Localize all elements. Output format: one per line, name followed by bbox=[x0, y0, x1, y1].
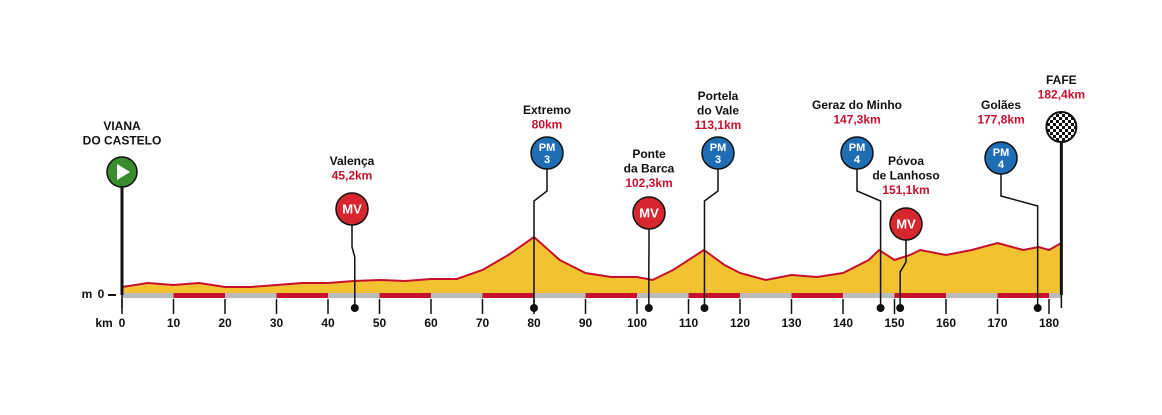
waypoint-name: Ponte bbox=[632, 147, 666, 161]
x-tick-label: 40 bbox=[321, 316, 335, 330]
leader-line bbox=[856, 169, 882, 308]
waypoint-name: de Lanhoso bbox=[872, 169, 939, 183]
badge-category: 3 bbox=[544, 154, 550, 166]
waypoint-name: do Vale bbox=[697, 104, 739, 118]
baseline-stripe bbox=[688, 293, 740, 298]
waypoint-badge bbox=[632, 196, 666, 230]
badge-type: PM bbox=[539, 142, 556, 154]
x-tick-label: 90 bbox=[579, 316, 593, 330]
waypoint-badge bbox=[840, 136, 874, 170]
x-tick-label: 10 bbox=[167, 316, 181, 330]
x-axis-label: km bbox=[95, 316, 112, 330]
badge-type: PM bbox=[849, 142, 866, 154]
x-tick-label: 50 bbox=[373, 316, 387, 330]
waypoint-badge bbox=[701, 136, 735, 170]
baseline-stripe bbox=[997, 293, 1049, 298]
start-arrow bbox=[117, 164, 130, 180]
badge-type: PM bbox=[710, 142, 727, 154]
badge-category: 4 bbox=[998, 159, 1005, 171]
x-tick-label: 80 bbox=[527, 316, 541, 330]
baseline-stripe bbox=[894, 293, 946, 298]
baseline-stripe bbox=[482, 293, 534, 298]
waypoint-dot bbox=[1033, 304, 1042, 312]
leader-line bbox=[351, 225, 356, 308]
waypoint-km: 113,1km bbox=[695, 118, 742, 132]
waypoint-name: DO CASTELO bbox=[83, 134, 162, 148]
waypoint-badge bbox=[889, 207, 923, 241]
baseline-stripe bbox=[791, 293, 843, 298]
x-tick-label: 100 bbox=[627, 316, 647, 330]
leader-line bbox=[533, 169, 548, 308]
x-tick-label: 180 bbox=[1039, 316, 1059, 330]
baseline-stripe bbox=[585, 293, 637, 298]
leader-line bbox=[899, 240, 907, 308]
waypoint-km: 102,3km bbox=[625, 176, 672, 190]
waypoint-km: 80km bbox=[532, 118, 563, 132]
x-tick-label: 110 bbox=[679, 316, 699, 330]
waypoint-name: Geraz do Minho bbox=[812, 98, 902, 112]
x-tick-label: 150 bbox=[884, 316, 904, 330]
x-tick-label: 30 bbox=[270, 316, 284, 330]
x-tick-label: 140 bbox=[833, 316, 853, 330]
waypoint-badge bbox=[335, 192, 369, 226]
x-tick-label: 20 bbox=[218, 316, 232, 330]
badge-type: PM bbox=[993, 147, 1010, 159]
badge-type: MV bbox=[342, 201, 362, 216]
baseline-stripe bbox=[379, 293, 431, 298]
x-tick-label: 70 bbox=[476, 316, 490, 330]
waypoint-name: Valença bbox=[330, 154, 375, 168]
waypoint-name: Golães bbox=[981, 98, 1021, 112]
y-tick-label: 0 bbox=[98, 287, 105, 301]
waypoint-km: 182,4km bbox=[1038, 88, 1085, 102]
waypoint-dot bbox=[530, 304, 538, 312]
x-tick-label: 160 bbox=[936, 316, 956, 330]
waypoint-dot bbox=[700, 304, 709, 312]
leader-line bbox=[1000, 174, 1039, 308]
waypoint-name: Portela bbox=[698, 89, 739, 103]
waypoint-km: 147,3km bbox=[833, 113, 880, 127]
x-tick-label: 120 bbox=[730, 316, 750, 330]
waypoint-name: da Barca bbox=[624, 162, 675, 176]
waypoint-badge bbox=[984, 141, 1018, 175]
waypoint-km: 151,1km bbox=[882, 183, 929, 197]
badge-category: 3 bbox=[715, 154, 721, 166]
x-tick-label: 60 bbox=[424, 316, 438, 330]
y-axis-label: m bbox=[82, 287, 93, 301]
waypoint-badge bbox=[530, 136, 564, 170]
profile-area bbox=[122, 237, 1062, 295]
waypoint-name: Póvoa bbox=[888, 154, 924, 168]
finish-badge bbox=[1045, 111, 1078, 143]
waypoint-dot bbox=[876, 304, 885, 312]
leader-line bbox=[703, 169, 719, 308]
waypoint-dot bbox=[644, 304, 653, 312]
baseline-stripe bbox=[173, 293, 225, 298]
badge-type: MV bbox=[639, 205, 659, 220]
waypoint-name: Extremo bbox=[523, 103, 571, 117]
waypoint-km: 45,2km bbox=[332, 169, 373, 183]
badge-type: MV bbox=[896, 216, 916, 231]
x-tick-label: 0 bbox=[119, 316, 126, 330]
waypoint-km: 177,8km bbox=[977, 113, 1024, 127]
waypoint-name: FAFE bbox=[1046, 73, 1077, 87]
waypoint-dot bbox=[896, 304, 905, 312]
badge-category: 4 bbox=[854, 154, 861, 166]
waypoint-dot bbox=[350, 304, 359, 312]
baseline-stripe bbox=[276, 293, 328, 298]
waypoint-name: VIANA bbox=[103, 119, 141, 133]
profile-line bbox=[121, 235, 1062, 288]
x-tick-label: 130 bbox=[781, 316, 801, 330]
x-tick-label: 170 bbox=[987, 316, 1007, 330]
